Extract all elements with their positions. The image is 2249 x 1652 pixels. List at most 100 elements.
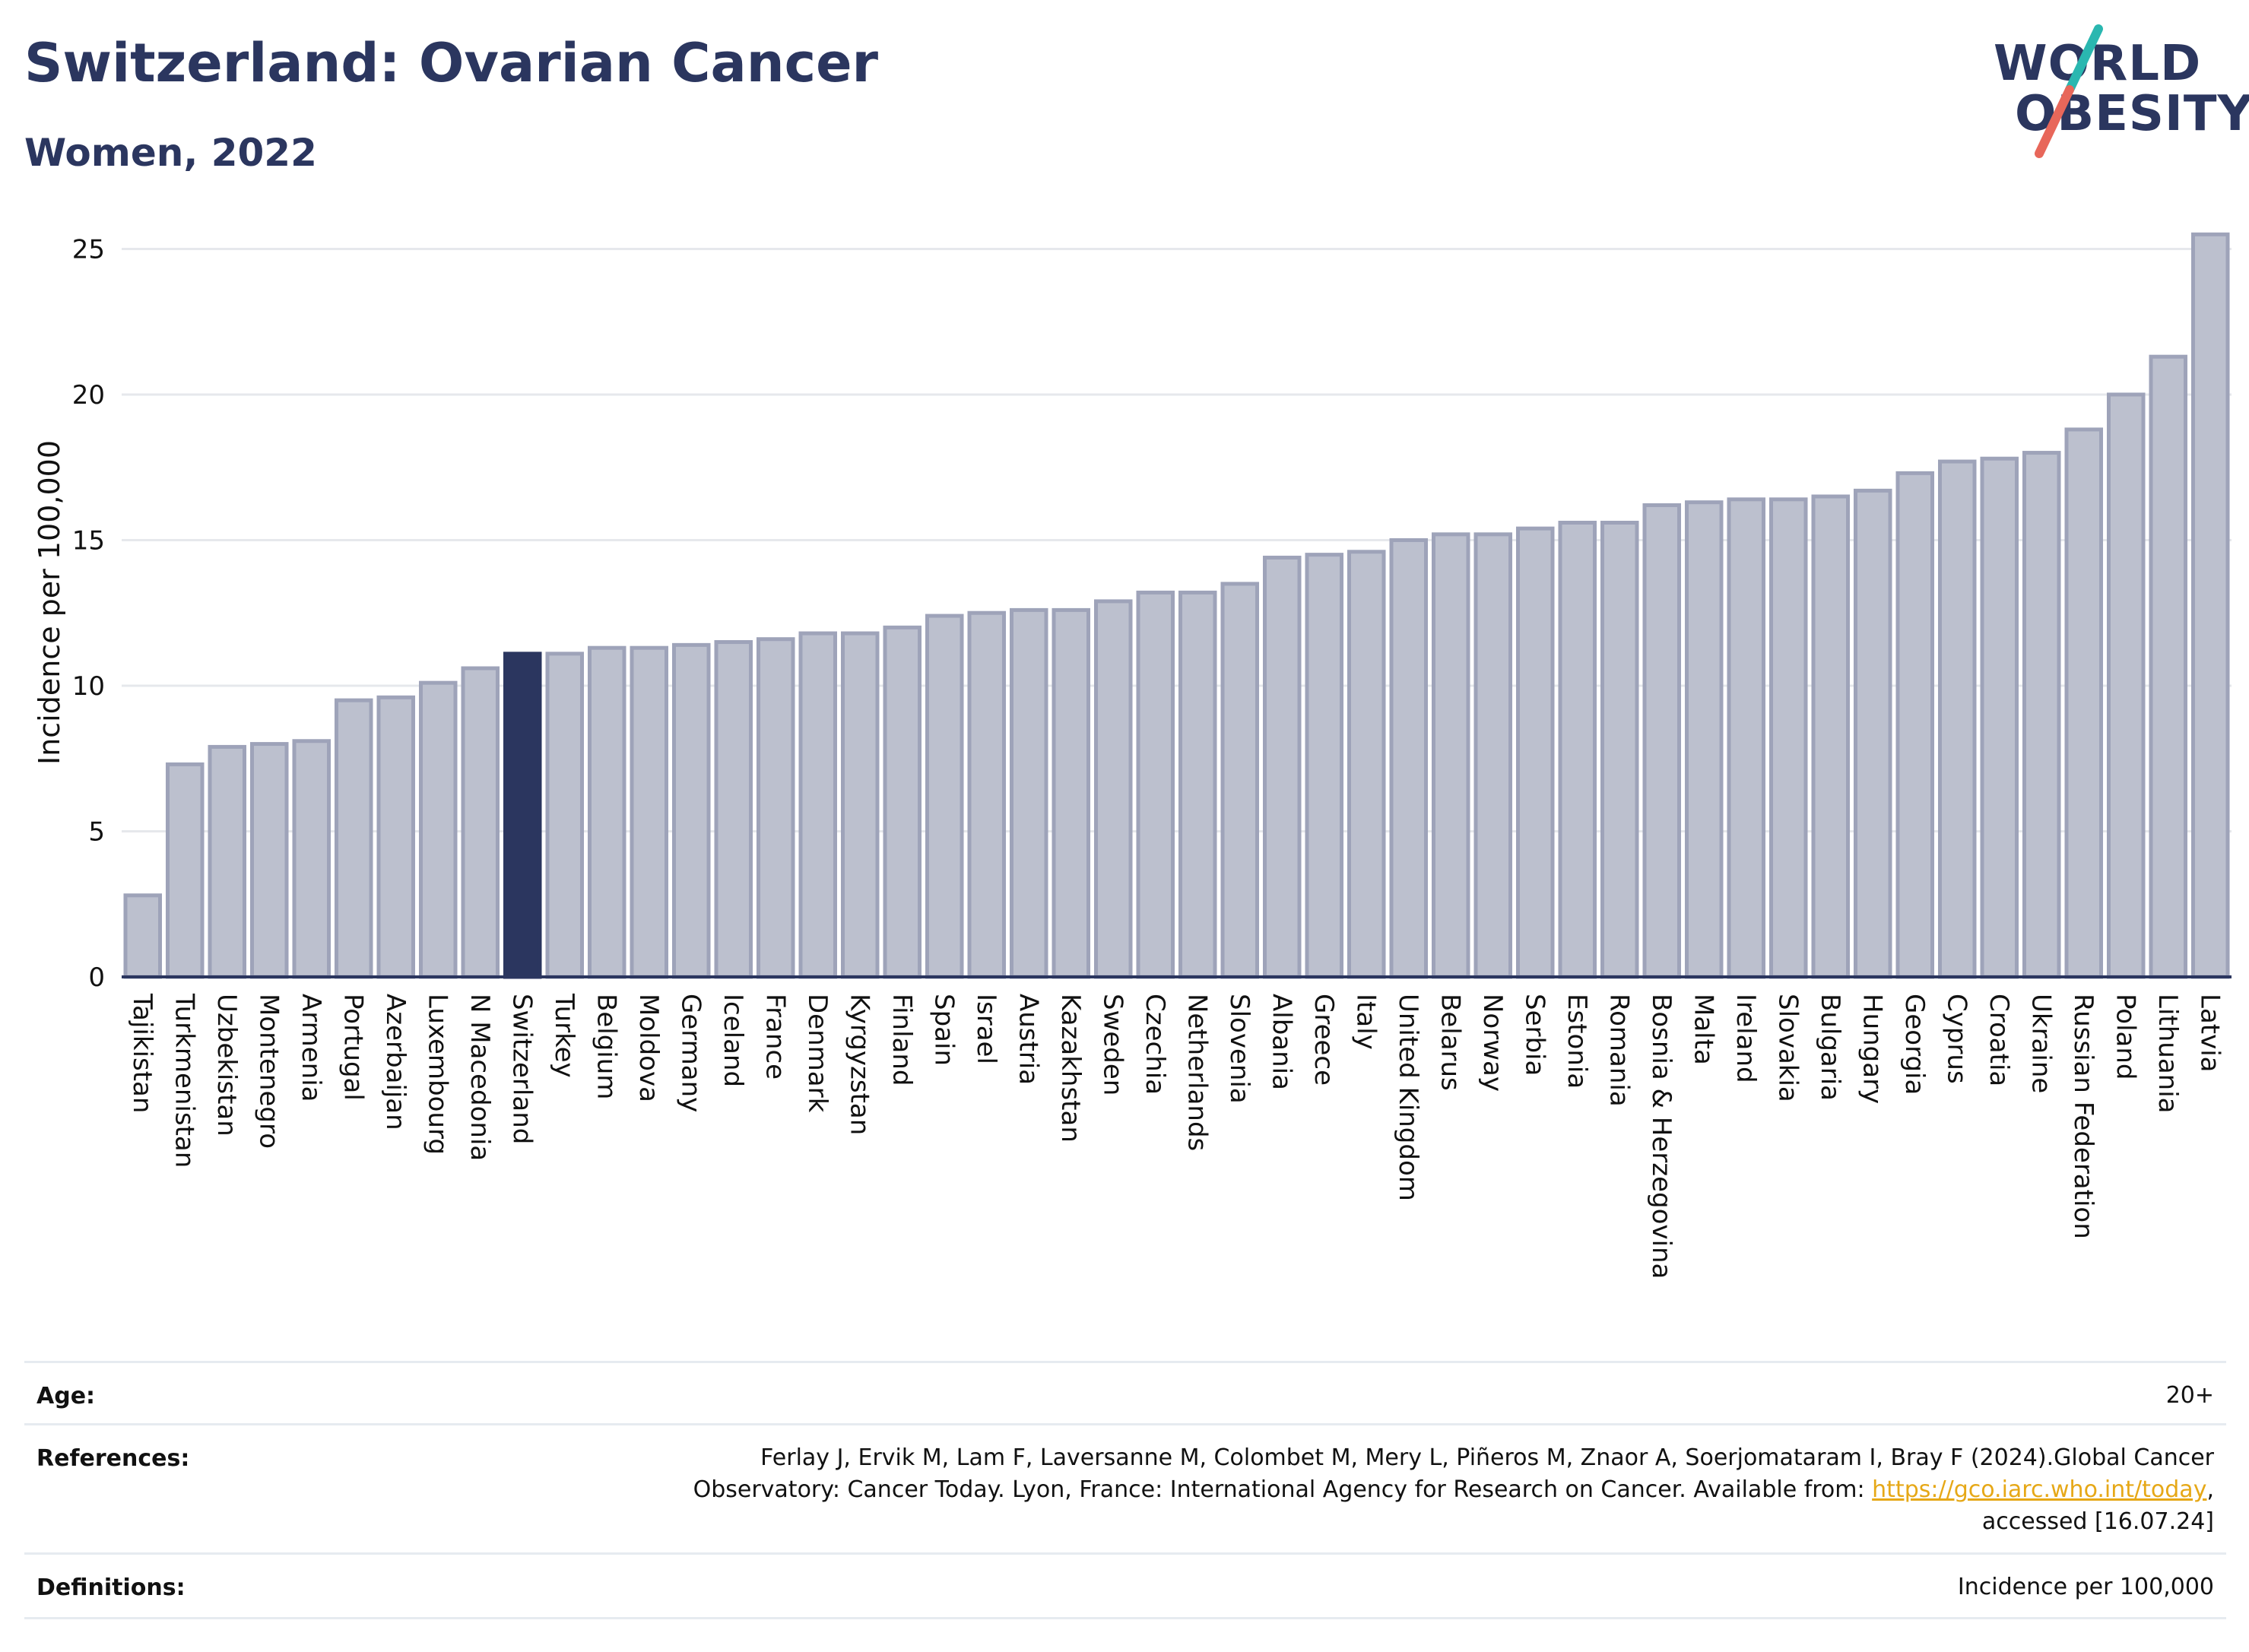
logo-slash-icon bbox=[2035, 24, 2103, 158]
bar bbox=[165, 762, 205, 979]
x-tick-label: Russian Federation bbox=[2068, 994, 2098, 1239]
x-tick-label: Spain bbox=[928, 994, 959, 1066]
bar bbox=[1093, 599, 1133, 979]
bar bbox=[1558, 520, 1597, 979]
y-axis-title: Incidence per 100,000 bbox=[33, 440, 66, 765]
bar bbox=[1220, 582, 1260, 979]
y-tick-label: 0 bbox=[88, 962, 105, 993]
bar bbox=[2106, 392, 2146, 979]
page-title: Switzerland: Ovarian Cancer bbox=[24, 32, 879, 94]
bar bbox=[883, 625, 922, 979]
x-tick-label: Greece bbox=[1308, 994, 1339, 1086]
definitions-label: Definitions: bbox=[36, 1574, 186, 1601]
references-line1: Ferlay J, Ervik M, Lam F, Laversanne M, … bbox=[760, 1444, 2214, 1471]
x-tick-label: Ireland bbox=[1730, 994, 1761, 1083]
x-tick-label: Lithuania bbox=[2152, 994, 2183, 1113]
bar bbox=[1347, 550, 1386, 979]
bar bbox=[1389, 537, 1429, 979]
bar bbox=[2149, 354, 2188, 979]
bar bbox=[1262, 555, 1302, 979]
x-tick-label: Turkmenistan bbox=[169, 993, 199, 1168]
bar bbox=[1178, 590, 1217, 979]
bar bbox=[1515, 526, 1555, 979]
references-line2: Observatory: Cancer Today. Lyon, France:… bbox=[693, 1474, 2214, 1506]
x-tick-label: Slovakia bbox=[1772, 994, 1803, 1102]
definitions-value: Incidence per 100,000 bbox=[1957, 1574, 2214, 1600]
x-tick-label: Kazakhstan bbox=[1055, 994, 1086, 1143]
x-tick-label: Albania bbox=[1266, 994, 1296, 1090]
x-tick-label: Sweden bbox=[1097, 994, 1128, 1096]
x-tick-label: France bbox=[760, 994, 790, 1080]
x-tick-label: Romania bbox=[1603, 994, 1634, 1107]
x-tick-label: Finland bbox=[887, 994, 917, 1086]
bar bbox=[1642, 503, 1682, 979]
bar bbox=[2022, 451, 2061, 979]
y-tick-label: 5 bbox=[88, 816, 105, 847]
page-subtitle: Women, 2022 bbox=[24, 131, 317, 175]
bar bbox=[1431, 532, 1470, 979]
metadata-table: Age: 20+ References: Ferlay J, Ervik M, … bbox=[24, 1361, 2226, 1619]
x-tick-label: Uzbekistan bbox=[211, 994, 242, 1137]
bar bbox=[1136, 590, 1175, 979]
x-tick-label: Azerbaijan bbox=[380, 994, 411, 1130]
x-tick-label: Cyprus bbox=[1941, 994, 1971, 1084]
bar bbox=[1853, 488, 1892, 979]
bar bbox=[587, 645, 626, 979]
x-tick-label: Norway bbox=[1477, 994, 1508, 1092]
bar bbox=[1600, 520, 1639, 979]
bar bbox=[503, 652, 542, 979]
bar bbox=[1052, 607, 1091, 979]
x-tick-label: Belgium bbox=[591, 994, 621, 1099]
x-tick-label: Belarus bbox=[1435, 994, 1465, 1091]
references-label: References: bbox=[36, 1445, 190, 1472]
x-tick-label: Estonia bbox=[1562, 994, 1592, 1089]
logo-line1: WORLD bbox=[1994, 36, 2202, 92]
bar bbox=[1811, 494, 1851, 979]
x-tick-label: Latvia bbox=[2194, 994, 2225, 1073]
x-tick-label: Georgia bbox=[1899, 994, 1930, 1095]
bar bbox=[1473, 532, 1513, 979]
world-obesity-logo: WORLD OBESITY bbox=[1984, 23, 2249, 160]
x-tick-label: Montenegro bbox=[253, 994, 284, 1149]
x-tick-label: United Kingdom bbox=[1393, 994, 1423, 1201]
x-tick-label: Kyrgyzstan bbox=[844, 994, 874, 1135]
definitions-row: Definitions: Incidence per 100,000 bbox=[24, 1552, 2226, 1619]
bar bbox=[798, 631, 838, 979]
bar bbox=[292, 739, 331, 979]
x-tick-label: Switzerland bbox=[506, 994, 537, 1144]
bar bbox=[2190, 232, 2230, 979]
y-tick-label: 25 bbox=[72, 234, 105, 265]
x-tick-label: Germany bbox=[675, 994, 706, 1112]
x-tick-label: Portugal bbox=[338, 994, 368, 1101]
x-tick-label: Croatia bbox=[1984, 994, 2014, 1086]
bar-chart: 0 5 10 15 20 25 Incidence per 100,000 Tajikista… bbox=[33, 232, 2232, 1279]
age-row: Age: 20+ bbox=[24, 1361, 2226, 1425]
x-tick-label: Turkey bbox=[549, 993, 579, 1078]
x-tick-label: Armenia bbox=[296, 994, 326, 1102]
x-tick-label: Netherlands bbox=[1182, 994, 1212, 1151]
age-label: Age: bbox=[36, 1383, 96, 1409]
x-tick-label: Hungary bbox=[1857, 994, 1887, 1104]
x-tick-label: Italy bbox=[1350, 994, 1381, 1050]
references-line2-text: Observatory: Cancer Today. Lyon, France:… bbox=[693, 1476, 1873, 1503]
y-tick-label: 15 bbox=[72, 525, 105, 556]
x-tick-label: Denmark bbox=[802, 994, 833, 1113]
bar bbox=[630, 645, 669, 979]
bar bbox=[1009, 607, 1048, 979]
bar bbox=[1937, 459, 1977, 979]
age-value: 20+ bbox=[2165, 1382, 2214, 1409]
bar bbox=[208, 744, 247, 979]
bar bbox=[123, 893, 163, 979]
x-tick-label: Bulgaria bbox=[1815, 994, 1845, 1101]
bar bbox=[1727, 497, 1766, 979]
bar bbox=[376, 695, 416, 979]
x-tick-label: Tajikistan bbox=[127, 993, 157, 1113]
bar bbox=[1305, 553, 1344, 979]
x-tick-label: Iceland bbox=[718, 994, 748, 1087]
bar bbox=[967, 610, 1007, 979]
bar bbox=[545, 652, 585, 979]
references-link[interactable]: https://gco.iarc.who.int/today bbox=[1872, 1476, 2207, 1503]
bar bbox=[671, 642, 711, 979]
bar bbox=[756, 637, 795, 979]
x-tick-label: Czechia bbox=[1140, 994, 1170, 1095]
